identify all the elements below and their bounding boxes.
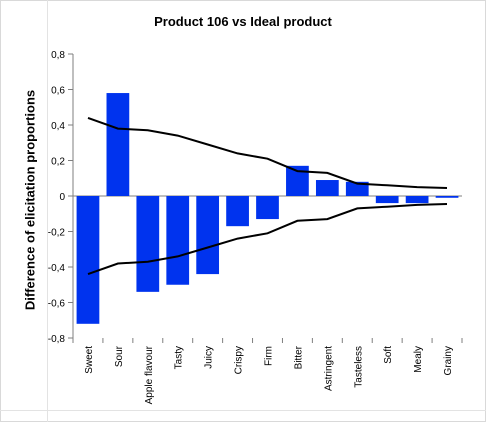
bar-sweet xyxy=(76,196,100,324)
x-category-label: Tasteless xyxy=(353,346,364,388)
x-category-label: Apple flavour xyxy=(144,345,155,404)
bar-sour xyxy=(106,93,130,196)
x-category-label: Sweet xyxy=(84,346,95,374)
bar-tasty xyxy=(166,196,190,285)
y-tick-label: -0,4 xyxy=(48,263,66,274)
x-category-label: Firm xyxy=(264,346,275,366)
x-category-label: Astringent xyxy=(323,346,334,391)
y-tick-label: 0,8 xyxy=(51,50,65,61)
x-category-label: Bitter xyxy=(293,345,304,369)
x-category-label: Juicy xyxy=(204,346,215,369)
bar-juicy xyxy=(196,196,220,275)
upper-limit-line xyxy=(87,116,448,189)
x-category-label: Soft xyxy=(383,346,394,364)
x-category-label: Crispy xyxy=(234,346,245,374)
bar-bitter xyxy=(286,165,309,196)
x-category-label: Grainy xyxy=(443,346,454,375)
sheet-gridline xyxy=(47,0,48,422)
bar-apple-flavour xyxy=(136,196,160,292)
y-tick-label: -0,8 xyxy=(48,334,66,345)
y-tick-label: 0,6 xyxy=(51,86,65,97)
bar-firm xyxy=(256,196,279,220)
x-category-label: Sour xyxy=(114,345,125,367)
lower-limit-line xyxy=(87,203,448,276)
bar-mealy xyxy=(405,196,429,204)
y-tick-label: -0,6 xyxy=(48,299,66,310)
sheet-gridline xyxy=(0,410,486,411)
y-tick-label: 0 xyxy=(59,192,65,203)
y-tick-label: 0,2 xyxy=(51,157,65,168)
chart-title: Product 106 vs Ideal product xyxy=(154,14,332,29)
bar-astringent xyxy=(315,180,339,196)
bar-crispy xyxy=(226,196,249,227)
x-category-label: Mealy xyxy=(413,346,424,373)
y-tick-label: 0,4 xyxy=(51,121,65,132)
x-category-label: Tasty xyxy=(174,346,185,369)
y-tick-label: -0,2 xyxy=(48,228,66,239)
bar-tasteless xyxy=(345,181,369,196)
bar-grainy xyxy=(435,196,459,198)
bar-soft xyxy=(375,196,399,204)
